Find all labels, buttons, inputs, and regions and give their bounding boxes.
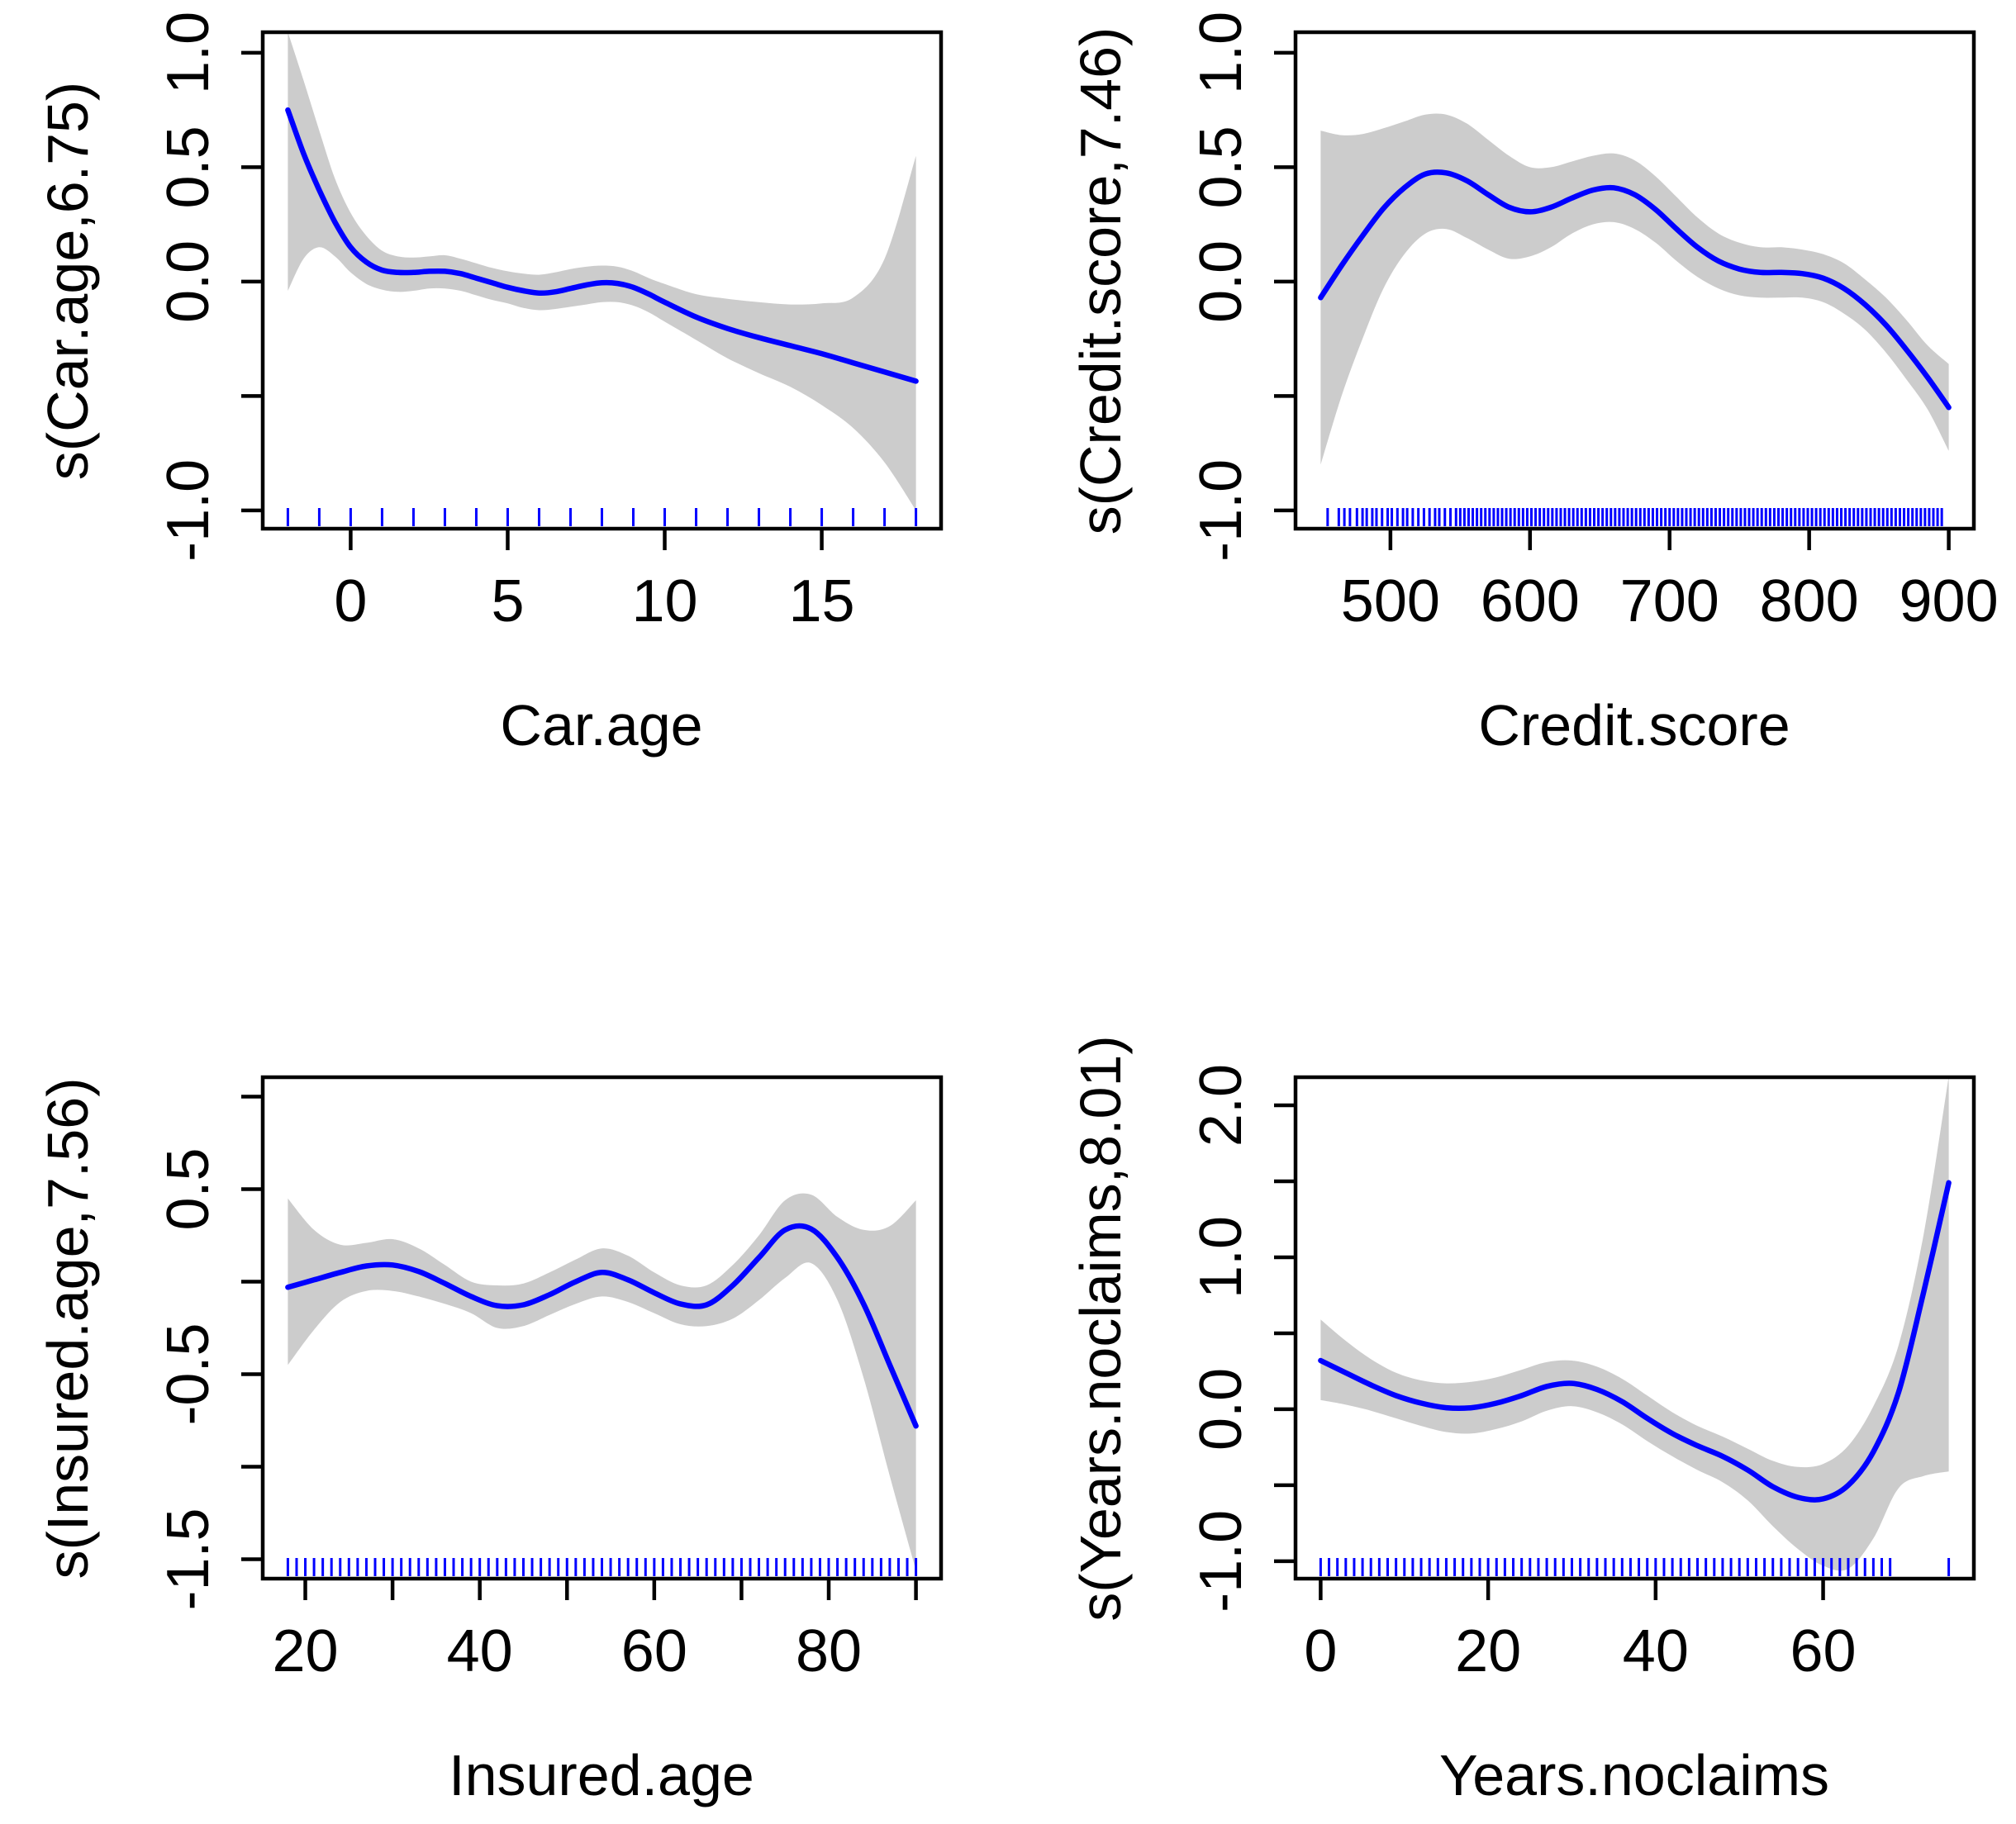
panel-car-age: 0 5 10 15 1.0 0.5 0.0 -1.0 s(Car.age,6.75) Car.… xyxy=(36,12,944,758)
y-tick-label: 0.0 xyxy=(1188,1368,1254,1451)
y-tick-label: 0.5 xyxy=(155,1147,221,1230)
plot-area xyxy=(1318,113,1952,526)
x-tick-label: 0 xyxy=(334,568,367,634)
x-axis-title: Credit.score xyxy=(1478,693,1790,758)
y-axis-title: s(Insured.age,7.56) xyxy=(36,1077,100,1579)
confidence-band xyxy=(288,32,916,511)
smooth-curve xyxy=(285,107,919,384)
y-tick-label: 2.0 xyxy=(1188,1064,1254,1147)
y-tick-label: 0.0 xyxy=(1188,240,1254,323)
y-tick-label: -0.5 xyxy=(155,1323,221,1425)
x-tick-label: 80 xyxy=(796,1618,862,1684)
x-tick-label: 900 xyxy=(1900,568,1999,634)
x-tick-label: 60 xyxy=(621,1618,687,1684)
x-tick-label: 600 xyxy=(1481,568,1580,634)
confidence-band xyxy=(1320,113,1949,465)
plot-box xyxy=(260,1075,944,1581)
y-tick-label: 0.0 xyxy=(155,240,221,323)
y-tick-label: -1.0 xyxy=(1188,459,1254,562)
smooth-curve xyxy=(1318,169,1952,411)
x-tick-label: 60 xyxy=(1790,1618,1857,1684)
x-tick-label: 40 xyxy=(1623,1618,1689,1684)
y-tick-label: -1.0 xyxy=(155,459,221,562)
x-tick-label: 0 xyxy=(1304,1618,1337,1684)
plot-box xyxy=(1293,1075,1976,1581)
x-tick-label: 700 xyxy=(1620,568,1719,634)
y-tick-label: -1.5 xyxy=(155,1508,221,1610)
plot-area xyxy=(285,1193,919,1576)
confidence-band xyxy=(1320,1077,1949,1571)
x-axis-title: Car.age xyxy=(500,693,702,758)
x-axis-title: Insured.age xyxy=(449,1743,754,1807)
data-rug xyxy=(1319,1558,1951,1576)
data-rug xyxy=(1326,508,1943,526)
y-axis-title: s(Car.age,6.75) xyxy=(36,82,100,480)
x-tick-label: 5 xyxy=(491,568,524,634)
y-tick-label: 1.0 xyxy=(1188,12,1254,94)
x-tick-label: 20 xyxy=(272,1618,338,1684)
data-rug xyxy=(286,508,918,526)
smooth-curve xyxy=(285,1223,919,1429)
plot-area xyxy=(1318,1077,1952,1576)
x-axis-title: Years.noclaims xyxy=(1439,1743,1829,1807)
y-axis-title: s(Credit.score,7.46) xyxy=(1068,27,1133,535)
x-tick-label: 500 xyxy=(1341,568,1440,634)
x-tick-label: 15 xyxy=(789,568,855,634)
y-tick-label: 1.0 xyxy=(1188,1216,1254,1299)
y-tick-label: 0.5 xyxy=(155,126,221,208)
x-tick-label: 10 xyxy=(631,568,697,634)
y-tick-label: -1.0 xyxy=(1188,1510,1254,1613)
plot-box xyxy=(1293,30,1976,531)
y-tick-label: 0.5 xyxy=(1188,126,1254,208)
y-tick-label: 1.0 xyxy=(155,12,221,94)
plot-area xyxy=(285,32,919,526)
panel-insured-age: 20 40 60 800.5-0.5-1.5 s(Insured.age,7.56) … xyxy=(36,1075,944,1807)
x-tick-label: 40 xyxy=(447,1618,513,1684)
panel-years-noclaims: 0 20 40 60 2.0 1.0 0.0 -1.0 s(Years.noclaims,8.… xyxy=(1068,1035,1976,1807)
x-tick-label: 20 xyxy=(1455,1618,1521,1684)
confidence-band xyxy=(288,1193,916,1570)
data-rug xyxy=(286,1558,918,1576)
smooth-curve xyxy=(1318,1180,1952,1503)
y-axis-title: s(Years.noclaims,8.01) xyxy=(1068,1035,1133,1621)
x-tick-label: 800 xyxy=(1760,568,1859,634)
panel-credit-score: 500 600 700 800 900 1.0 0.5 0.0 -1.0 s(Credit.sc… xyxy=(1068,12,1999,758)
